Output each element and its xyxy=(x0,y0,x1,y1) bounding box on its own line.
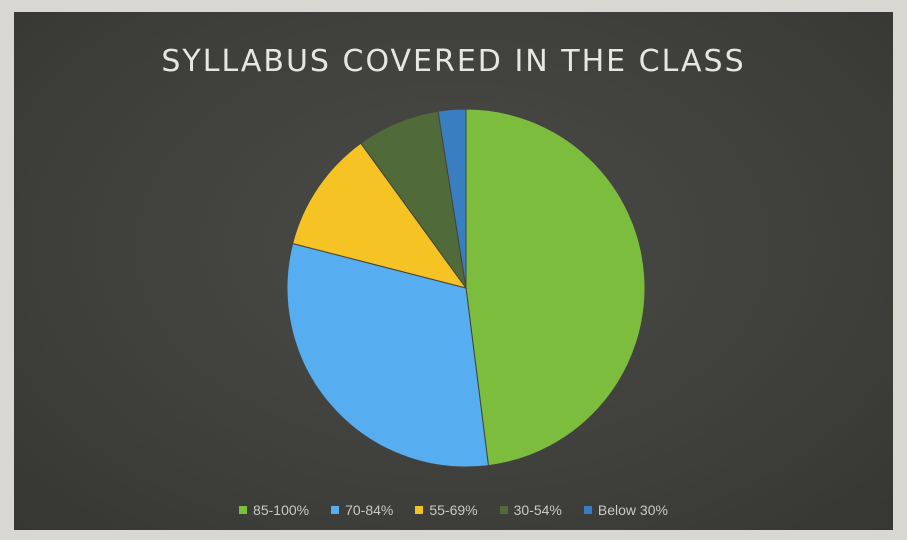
legend-label: 55-69% xyxy=(429,502,478,518)
pie-slice-2 xyxy=(292,142,468,289)
pie-slice-0 xyxy=(465,108,646,467)
legend-swatch xyxy=(331,506,340,514)
pie-chart xyxy=(286,108,646,468)
legend-label: 30-54% xyxy=(513,502,562,518)
legend-item: Below 30% xyxy=(583,502,668,518)
legend-item: 85-100% xyxy=(239,502,309,518)
legend-swatch xyxy=(583,506,592,514)
legend-swatch xyxy=(239,506,248,514)
legend-label: 70-84% xyxy=(345,502,394,518)
legend-item: 70-84% xyxy=(331,502,393,518)
pie-slice-4 xyxy=(437,108,467,289)
legend-label: 85-100% xyxy=(253,502,310,518)
legend-item: 30-54% xyxy=(499,502,562,518)
legend-item: 55-69% xyxy=(415,502,478,518)
legend: 85-100% 70-84% 55-69% 30-54% Below 30% xyxy=(14,502,893,518)
legend-swatch xyxy=(499,506,508,514)
chart-title: SYLLABUS COVERED IN THE CLASS xyxy=(161,44,746,79)
chart-frame: SYLLABUS COVERED IN THE CLASS 85-100% 70-… xyxy=(14,12,893,530)
legend-label: Below 30% xyxy=(597,502,668,518)
legend-swatch xyxy=(415,506,424,514)
pie-slice-1 xyxy=(286,242,489,468)
